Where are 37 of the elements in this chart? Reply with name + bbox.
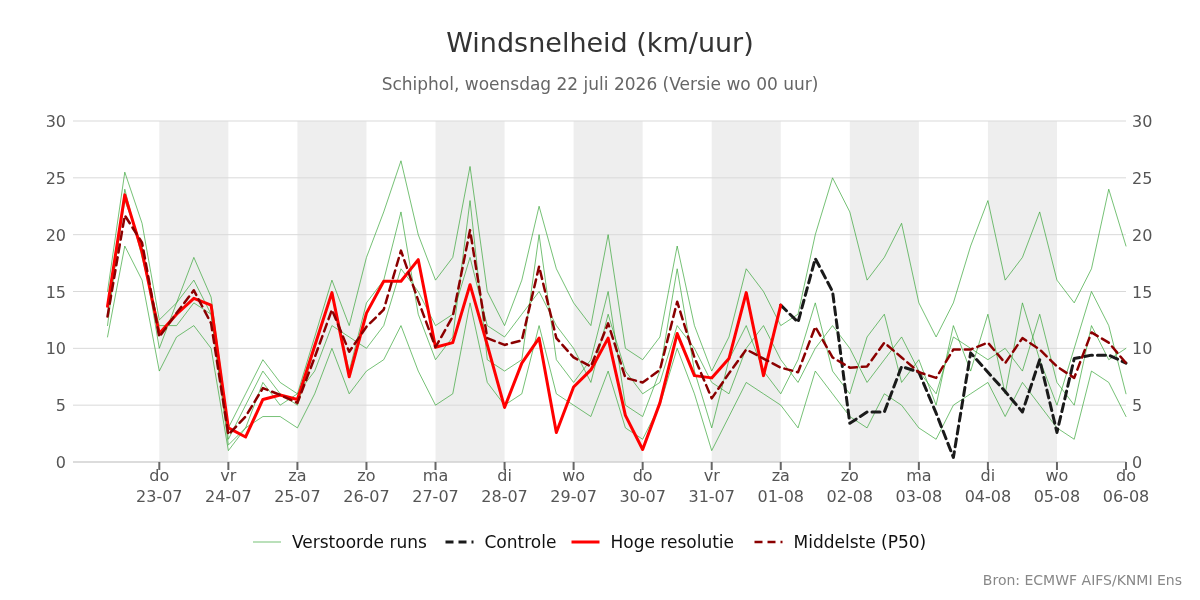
legend-label: Controle bbox=[484, 532, 557, 552]
x-tick-label: wo 05-08 bbox=[1033, 466, 1081, 506]
x-tick-label: do 30-07 bbox=[619, 466, 666, 506]
legend-label: Middelste (P50) bbox=[793, 532, 927, 552]
legend-label: Hoge resolutie bbox=[610, 532, 735, 552]
x-tick-label: ma 27-07 bbox=[412, 466, 459, 506]
x-tick-label: do 23-07 bbox=[136, 466, 183, 506]
x-tick-label: zo 02-08 bbox=[826, 466, 874, 506]
legend-label: Verstoorde runs bbox=[292, 532, 427, 552]
line-series bbox=[779, 257, 1128, 459]
x-tick-label: wo 29-07 bbox=[550, 466, 597, 506]
x-tick-label: di 04-08 bbox=[964, 466, 1012, 506]
text: Bron: ECMWF AIFS/KNMI Ens bbox=[982, 572, 1182, 588]
line-series bbox=[106, 193, 783, 451]
x-tick-label: za 01-08 bbox=[757, 466, 804, 506]
y-tick-label: 30 bbox=[45, 112, 66, 131]
y-tick-label: 15 bbox=[45, 282, 66, 302]
y2-tick-label: 20 bbox=[1132, 225, 1153, 245]
x-tick-label: za 25-07 bbox=[274, 466, 321, 506]
y-tick-label: 5 bbox=[55, 396, 66, 416]
x-tick-label: zo 26-07 bbox=[343, 466, 390, 506]
y-tick-label: 25 bbox=[45, 168, 66, 188]
x-tick-label: ma 03-08 bbox=[895, 466, 943, 506]
chart-title: Windsnelheid (km/uur) bbox=[446, 27, 754, 58]
x-tick-label: vr 24-07 bbox=[205, 466, 252, 506]
chart-subtitle: Schiphol, woensdag 22 juli 2026 (Versie wo 00 uur) bbox=[381, 74, 819, 94]
y2-tick-label: 25 bbox=[1132, 168, 1153, 188]
x-tick-label: di 28-07 bbox=[481, 466, 528, 506]
y2-tick-label: 5 bbox=[1132, 396, 1143, 416]
x-tick-label: vr 31-07 bbox=[688, 466, 735, 506]
y2-tick-label: 0 bbox=[1132, 453, 1143, 472]
y2-tick-label: 30 bbox=[1132, 112, 1153, 131]
y2-tick-label: 15 bbox=[1132, 282, 1153, 302]
y2-tick-label: 10 bbox=[1132, 339, 1153, 359]
y-tick-label: 10 bbox=[45, 339, 66, 359]
y-tick-label: 20 bbox=[45, 225, 66, 245]
y-tick-label: 0 bbox=[55, 453, 66, 472]
